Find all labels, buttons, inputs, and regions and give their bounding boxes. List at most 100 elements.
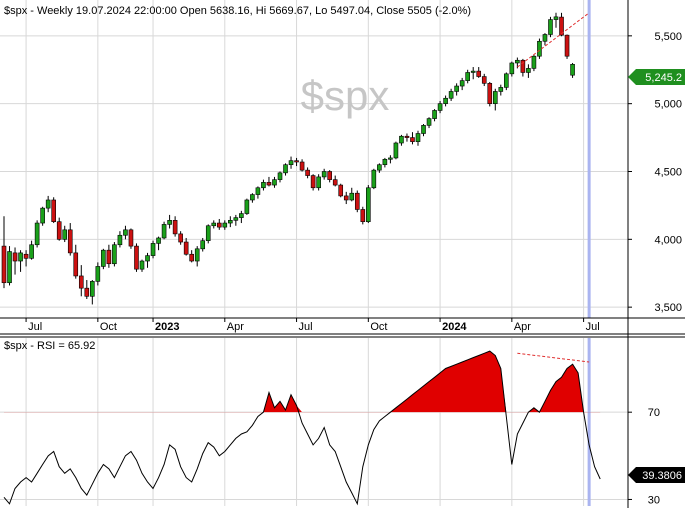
candle — [410, 132, 415, 145]
candle — [432, 109, 437, 122]
candle — [84, 280, 90, 300]
candle-body — [150, 243, 156, 256]
candle — [139, 259, 145, 272]
price-grid — [0, 0, 628, 318]
highlight-band-rsi — [587, 338, 591, 506]
candle — [106, 244, 112, 268]
candle-body — [470, 70, 476, 73]
candle-body — [288, 160, 294, 166]
candle — [244, 198, 250, 215]
candle-body — [250, 194, 255, 201]
candle — [316, 174, 321, 191]
candle — [7, 246, 12, 286]
candle-body — [542, 34, 548, 42]
candle — [564, 34, 570, 59]
candle-body — [255, 187, 261, 195]
candle-body — [183, 241, 189, 255]
candle-body — [40, 207, 45, 224]
candle — [531, 54, 537, 72]
candle — [332, 175, 338, 187]
candle-body — [377, 164, 382, 171]
candle-body — [156, 237, 161, 244]
candle-body — [1, 245, 7, 284]
candle-body — [294, 160, 299, 163]
candle — [366, 185, 371, 224]
price-y-tick-label: 4,000 — [654, 234, 682, 246]
candle — [492, 88, 498, 111]
rsi-y-tick-label: 30 — [648, 494, 660, 506]
candle — [112, 242, 117, 267]
x-tick-label: 2023 — [155, 321, 179, 333]
candle — [194, 246, 200, 267]
candle — [222, 220, 228, 230]
price-y-tick-label: 3,500 — [654, 302, 682, 314]
candle-body — [123, 229, 128, 236]
candle-body — [305, 169, 310, 176]
candle-body — [7, 251, 12, 284]
candle — [216, 218, 222, 230]
candle-body — [117, 234, 123, 246]
candle — [481, 73, 487, 87]
candle-body — [343, 195, 349, 201]
candle — [542, 33, 548, 46]
x-tick-label: Apr — [227, 321, 244, 333]
candle-body — [62, 229, 68, 240]
candle-body — [211, 222, 217, 227]
candle — [299, 159, 305, 172]
candle-body — [432, 110, 437, 119]
candle — [476, 67, 482, 78]
candle-body — [404, 135, 410, 138]
candle — [261, 179, 266, 191]
candle — [559, 12, 564, 37]
candle-body — [570, 64, 575, 76]
candle-body — [261, 182, 266, 189]
candle-body — [366, 187, 371, 222]
candle-body — [222, 222, 228, 228]
candle — [321, 168, 327, 180]
candle — [73, 244, 79, 279]
candle-body — [161, 224, 167, 239]
candle-body — [101, 249, 106, 267]
candle-body — [564, 34, 570, 57]
candle — [388, 155, 393, 164]
candle-body — [553, 16, 559, 20]
candle — [487, 81, 493, 107]
candle — [443, 95, 448, 107]
candle — [377, 163, 382, 173]
candle — [421, 124, 426, 137]
candle-body — [283, 164, 288, 174]
candle — [183, 237, 189, 256]
candle — [90, 280, 95, 305]
candle-body — [139, 260, 145, 270]
candle-body — [421, 125, 426, 134]
candle — [310, 174, 316, 191]
candle-body — [73, 252, 79, 277]
candle-body — [559, 16, 564, 36]
candle-body — [410, 137, 415, 142]
candle-body — [487, 83, 493, 104]
candle-body — [481, 76, 487, 84]
candle — [426, 117, 432, 129]
candle-body — [167, 220, 172, 225]
candle-body — [266, 182, 272, 186]
candle — [250, 193, 255, 203]
candle-body — [371, 169, 377, 189]
candle — [34, 220, 40, 248]
candle-body — [465, 72, 470, 81]
candle-body — [18, 252, 23, 262]
candle-body — [178, 233, 183, 243]
candle — [128, 228, 134, 249]
candle-body — [205, 225, 211, 241]
candle — [338, 183, 344, 198]
candle-body — [200, 240, 206, 250]
candle — [498, 84, 504, 96]
candle — [62, 225, 68, 243]
candle-body — [84, 287, 90, 297]
candle-body — [476, 70, 482, 77]
candle-body — [51, 199, 56, 222]
candle-body — [321, 171, 327, 178]
candle — [526, 64, 531, 78]
candle — [205, 224, 211, 244]
candle — [12, 247, 18, 275]
